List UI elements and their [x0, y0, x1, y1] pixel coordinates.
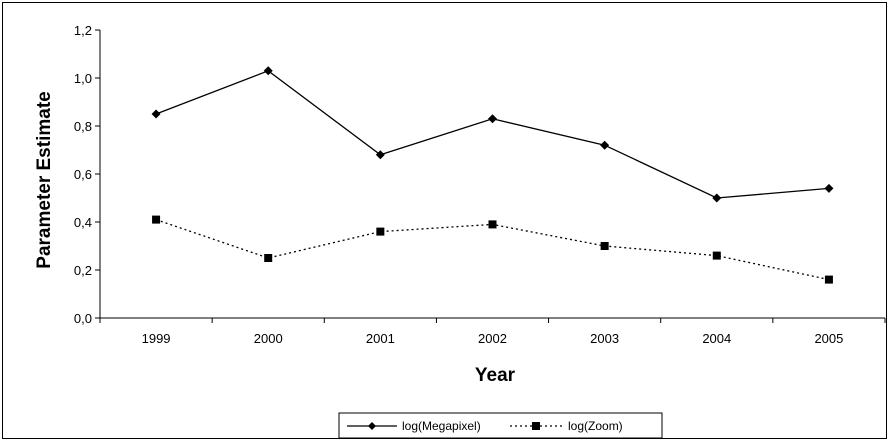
data-point-diamond [263, 66, 273, 76]
series-layer [151, 66, 834, 284]
y-tick-label: 1,0 [74, 71, 92, 86]
y-tick-label: 1,2 [74, 23, 92, 38]
x-axis-title: Year [475, 365, 516, 386]
data-point-square [376, 227, 385, 236]
y-tick-label: 0,8 [74, 119, 92, 134]
data-point-diamond [824, 183, 834, 193]
series-line [155, 218, 830, 281]
x-tick-label: 2002 [478, 331, 507, 346]
x-tick-label: 2003 [590, 331, 619, 346]
x-axis-ticks: 1999 2000 2001 2002 2003 2004 2005 [99, 318, 886, 346]
y-tick-label: 0,6 [74, 167, 92, 182]
data-point-diamond [151, 109, 161, 119]
data-point-diamond [600, 140, 610, 150]
data-point-square [152, 215, 161, 224]
legend-label-zoom: log(Zoom) [568, 419, 623, 433]
y-tick-label: 0,0 [74, 311, 92, 326]
x-tick-label: 1999 [142, 331, 171, 346]
series-megapixel [151, 66, 834, 203]
legend-label-megapixel: log(Megapixel) [402, 419, 481, 433]
y-tick-label: 0,2 [74, 263, 92, 278]
legend-marker-diamond [368, 422, 376, 430]
data-point-square [824, 275, 833, 284]
data-point-diamond [712, 193, 722, 203]
legend-marker-square [532, 422, 540, 430]
data-point-diamond [488, 114, 497, 124]
series-line [155, 70, 829, 199]
data-point-square [264, 254, 273, 262]
y-axis-title: Parameter Estimate [34, 91, 55, 268]
data-point-square [488, 220, 497, 229]
data-point-diamond [375, 150, 385, 160]
y-axis-ticks: 0,0 0,2 0,4 0,6 0,8 1,0 1,2 [74, 23, 100, 326]
legend: log(Megapixel) log(Zoom) [338, 412, 663, 439]
data-point-square [712, 251, 721, 260]
x-tick-label: 2004 [702, 331, 731, 346]
x-tick-label: 2000 [254, 331, 283, 346]
y-tick-label: 0,4 [74, 215, 92, 230]
x-tick-label: 2001 [366, 331, 395, 346]
chart-frame [2, 2, 887, 439]
series-zoom [152, 215, 833, 284]
x-tick-label: 2005 [814, 331, 843, 346]
data-point-square [600, 242, 609, 250]
